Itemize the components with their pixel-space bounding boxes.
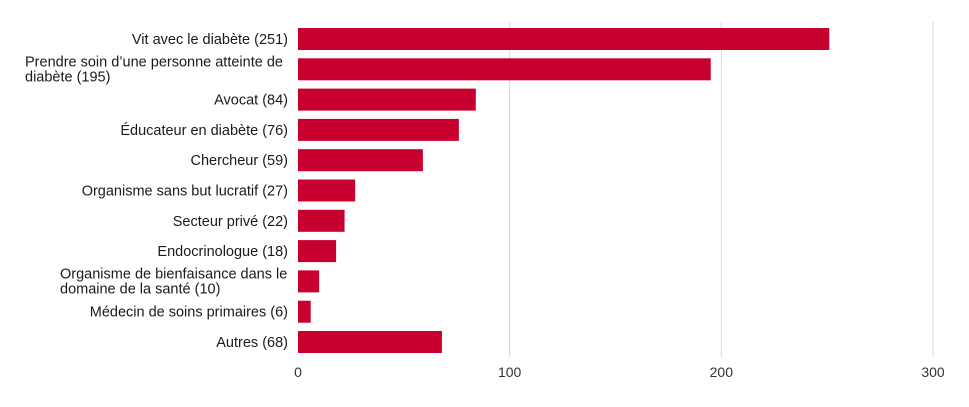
bar-4 [298,149,423,172]
bar-8 [298,270,320,293]
x-tick-label-300: 300 [921,364,945,380]
category-label-3: Éducateur en diabète (76) [120,122,288,139]
category-label-1: Prendre soin d’une personne atteinte de d… [25,54,283,85]
x-axis-ticks: 0 100 200 300 [294,364,945,380]
category-label-5: Organisme sans but lucratif (27) [82,184,288,200]
bar-10 [298,331,442,353]
category-label-4: Chercheur (59) [190,153,288,169]
bar-1 [298,58,711,81]
category-labels: Vit avec le diabète (251) Prendre soin d’… [25,32,288,351]
bar-6 [298,209,345,232]
bar-0 [298,28,830,50]
x-tick-label-200: 200 [710,364,734,380]
x-tick-label-0: 0 [294,364,302,380]
category-label-6: Secteur privé (22) [173,214,288,230]
category-label-7: Endocrinologue (18) [157,244,288,260]
bar-5 [298,179,356,202]
bar-3 [298,118,459,141]
x-tick-label-100: 100 [498,364,522,380]
category-label-2: Avocat (84) [214,93,288,109]
category-label-10: Autres (68) [216,335,288,351]
category-label-8: Organisme de bienfaisance dans le domaine… [60,266,287,297]
bar-7 [298,240,337,263]
category-label-9: Médecin de soins primaires (6) [90,305,288,321]
bar-2 [298,88,476,111]
bar-9 [298,300,311,323]
category-label-0: Vit avec le diabète (251) [132,32,288,48]
bars [298,28,830,353]
